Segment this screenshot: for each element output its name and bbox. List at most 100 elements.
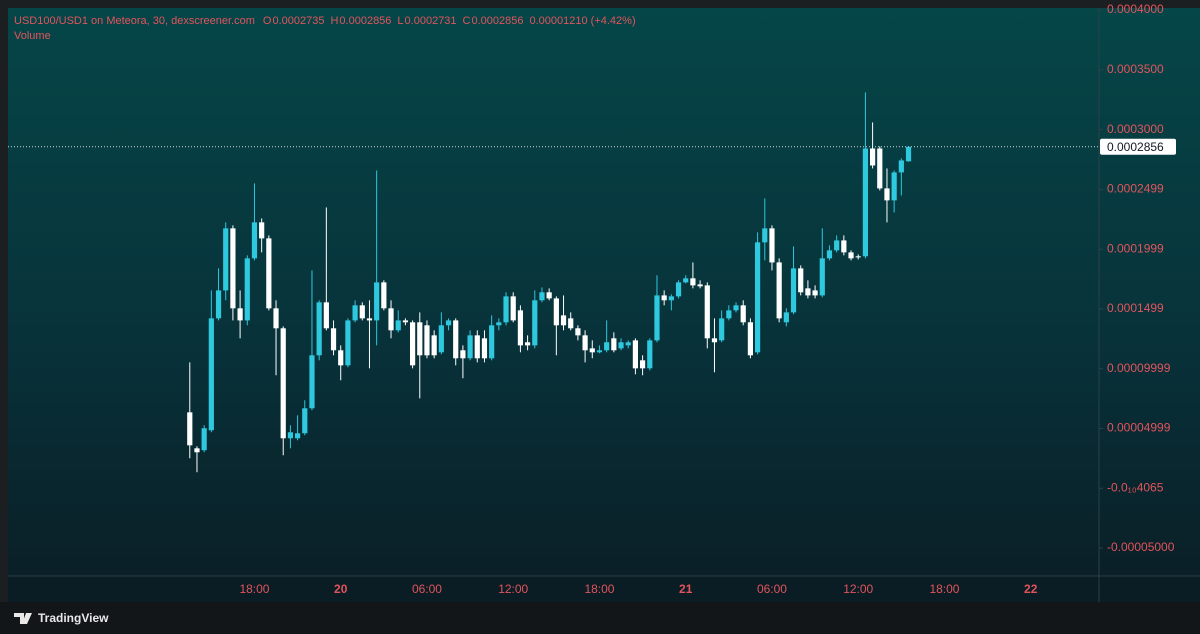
candle-body	[769, 228, 775, 263]
candle-body	[884, 188, 890, 201]
candle-body	[711, 338, 718, 343]
volume-label: Volume	[14, 30, 51, 42]
candle-body	[675, 282, 682, 297]
candle-body	[187, 412, 193, 446]
candle-body	[891, 172, 897, 201]
x-axis-panel	[8, 576, 1200, 602]
brand-logo	[14, 613, 32, 624]
candle-body	[582, 335, 588, 351]
y-tick-label: 0.0003000	[1107, 122, 1164, 136]
candle-body	[568, 318, 574, 329]
candle-body	[409, 322, 416, 366]
candle-body	[481, 338, 488, 359]
candle-body	[898, 160, 904, 173]
candle-body	[237, 308, 243, 321]
candle-body	[762, 228, 768, 243]
candle-body	[524, 342, 531, 346]
brand: TradingView	[14, 611, 109, 625]
footer	[0, 602, 1200, 634]
ohlc-value: 0.0002735	[272, 15, 324, 27]
candle-body	[604, 342, 610, 351]
candle-body	[230, 228, 236, 309]
candle-body	[654, 295, 660, 341]
candle-body	[223, 228, 229, 291]
candle-body	[776, 262, 782, 319]
candle-body	[790, 268, 797, 313]
candle-body	[460, 350, 466, 359]
candle-body	[208, 318, 214, 431]
y-tick-label: 0.0003500	[1107, 62, 1164, 76]
candle-body	[661, 295, 667, 301]
candle-body	[747, 322, 754, 356]
y-tick-label: 0.0001999	[1107, 241, 1164, 255]
candle-body	[438, 325, 444, 353]
candle-body	[359, 305, 365, 319]
change-value: 0.00001210 (+4.42%)	[530, 15, 636, 27]
candle-body	[819, 258, 825, 296]
candle-body	[546, 292, 552, 299]
ohlc-key: O	[263, 15, 272, 27]
candle-body	[754, 242, 761, 353]
candle-body	[812, 290, 818, 296]
x-tick-label: 18:00	[584, 582, 614, 596]
x-tick-label: 22	[1024, 582, 1038, 596]
candle-body	[323, 302, 329, 329]
candle-body	[215, 290, 222, 319]
candle-body	[453, 320, 459, 359]
ohlc-value: 0.0002856	[339, 15, 391, 27]
candle-body	[309, 355, 315, 409]
candle-body	[726, 310, 732, 319]
candle-body	[330, 328, 337, 351]
candle-body	[244, 258, 250, 321]
candle-body	[431, 335, 437, 356]
x-tick-label: 18:00	[929, 582, 959, 596]
candle-body	[740, 305, 746, 323]
candle-body	[618, 342, 624, 349]
y-tick-label: 0.0001499	[1107, 301, 1164, 315]
ohlc-key: C	[463, 15, 471, 27]
candle-body	[611, 338, 617, 351]
x-tick-label: 12:00	[843, 582, 873, 596]
candle-body	[862, 148, 869, 257]
candle-body	[553, 298, 559, 326]
candle-body	[589, 348, 595, 353]
chart-panel	[8, 8, 1200, 602]
candle-body	[194, 448, 200, 453]
symbol-title: USD100/USD1 on Meteora, 30, dexscreener.…	[14, 15, 255, 27]
candle-body	[474, 335, 480, 359]
x-tick-label: 06:00	[412, 582, 442, 596]
y-tick-label: 0.0004000	[1107, 2, 1164, 16]
candle-body	[489, 325, 495, 359]
candle-body	[496, 322, 502, 326]
y-tick-label: -0.00005000	[1107, 540, 1175, 554]
candle-body	[632, 340, 639, 369]
candle-body	[388, 308, 394, 331]
candle-body	[869, 148, 876, 166]
candle-body	[647, 340, 653, 369]
candle-body	[704, 285, 710, 339]
candle-body	[848, 252, 854, 259]
brand-name: TradingView	[38, 611, 109, 625]
candle-body	[683, 278, 689, 283]
candle-body	[445, 320, 452, 326]
candle-body	[905, 146, 912, 162]
candle-body	[560, 315, 567, 326]
candle-body	[273, 308, 279, 329]
candle-body	[841, 240, 847, 253]
candle-body	[733, 305, 739, 311]
candle-body	[719, 318, 725, 341]
candle-body	[783, 312, 789, 323]
y-tick-label: 0.00004999	[1107, 421, 1171, 435]
candle-body	[417, 322, 423, 356]
ohlc-value: 0.0002731	[405, 15, 457, 27]
candle-body	[510, 296, 516, 321]
candle-body	[345, 320, 351, 366]
candle-body	[834, 240, 840, 251]
candle-body	[294, 433, 301, 439]
candles	[187, 92, 912, 473]
y-tick-label: 0.00009999	[1107, 361, 1171, 375]
candle-body	[424, 325, 430, 356]
candle-body	[266, 238, 272, 309]
x-tick-label: 06:00	[757, 582, 787, 596]
